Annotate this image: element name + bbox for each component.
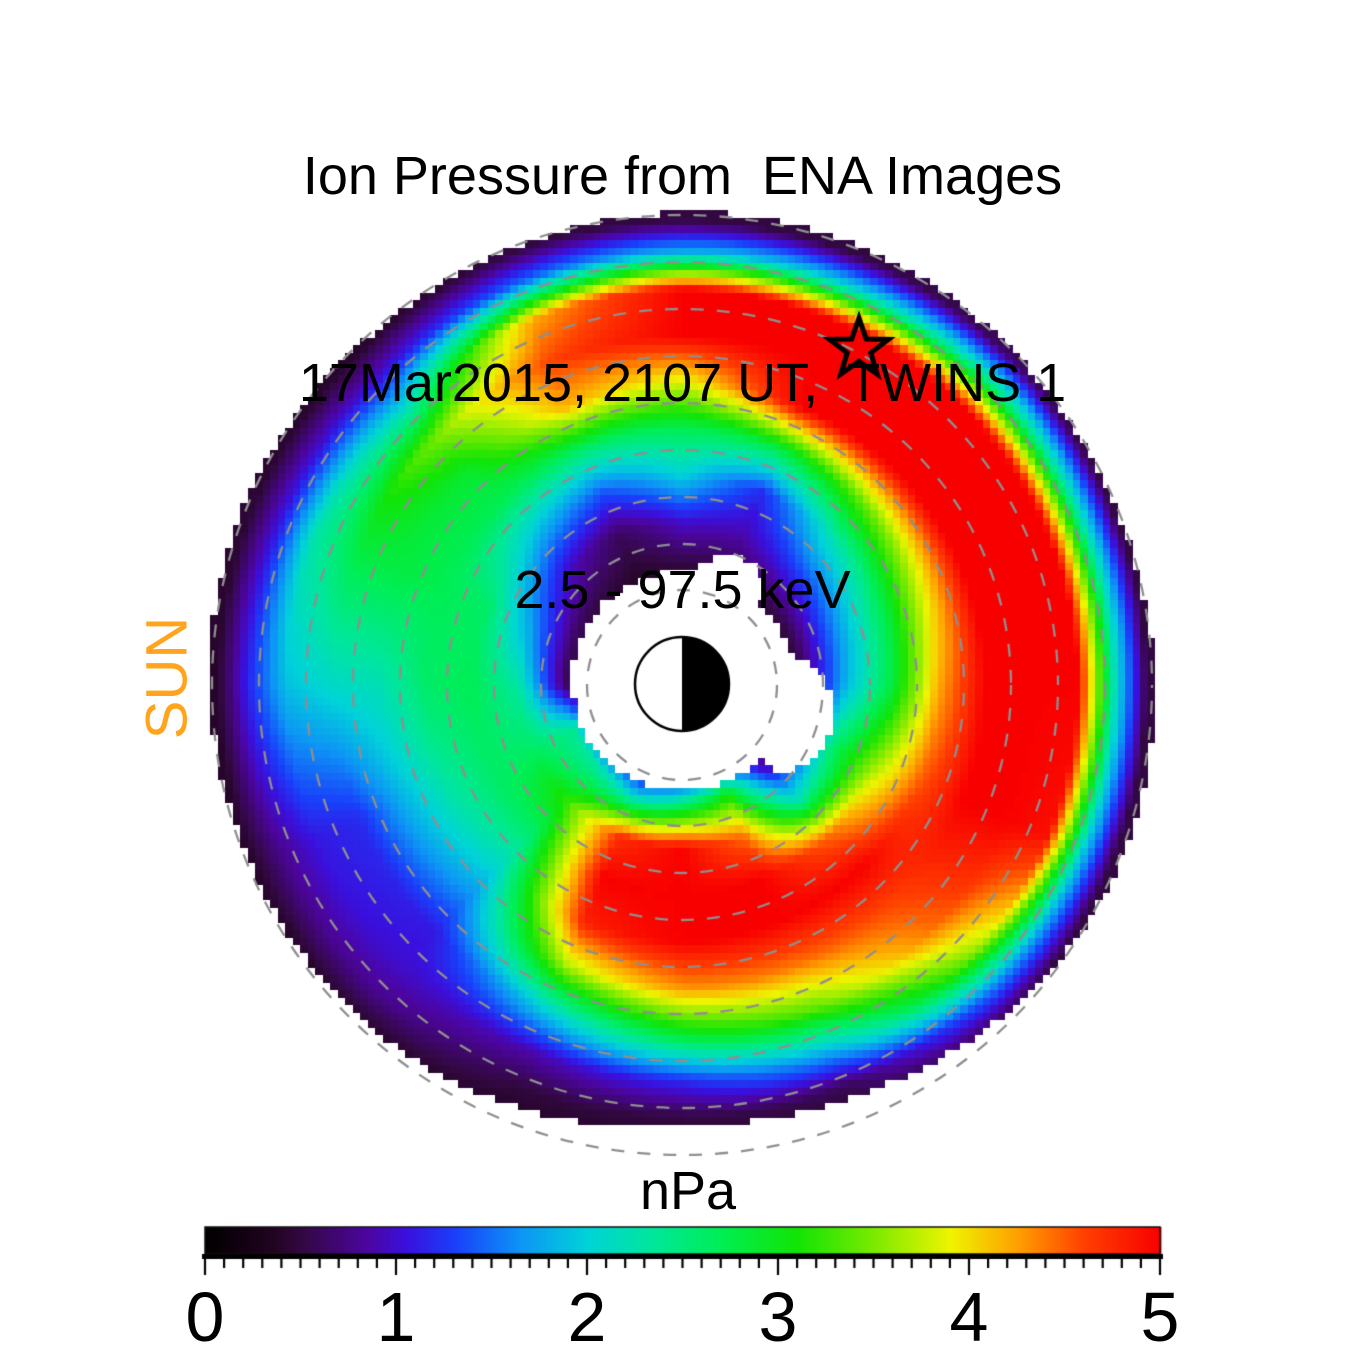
title-line-2: 17Mar2015, 2107 UT, TWINS 1 [298,353,1067,413]
colorbar-tick-label: 2 [567,1278,607,1356]
colorbar-title: nPa [639,1161,737,1221]
title-line-3: 2.5 - 97.5 keV [514,560,851,620]
sun-label: SUN [134,616,200,740]
colorbar-tick-label: 5 [1140,1278,1180,1356]
colorbar-tick-label: 3 [758,1278,798,1356]
figure-title: Ion Pressure from ENA Images 17Mar2015, … [0,4,1365,763]
title-line-1: Ion Pressure from ENA Images [302,146,1063,206]
colorbar-tick-label: 1 [376,1278,416,1356]
colorbar-tick-label: 4 [949,1278,989,1356]
colorbar-tick-label: 0 [185,1278,225,1356]
